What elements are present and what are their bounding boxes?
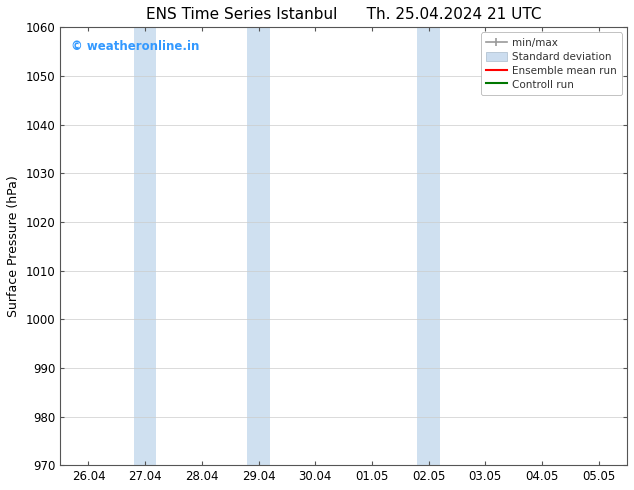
- Y-axis label: Surface Pressure (hPa): Surface Pressure (hPa): [7, 175, 20, 317]
- Title: ENS Time Series Istanbul      Th. 25.04.2024 21 UTC: ENS Time Series Istanbul Th. 25.04.2024 …: [146, 7, 541, 22]
- Bar: [134, 27, 157, 465]
- Text: © weatheronline.in: © weatheronline.in: [72, 40, 200, 53]
- Bar: [627, 27, 634, 465]
- Legend: min/max, Standard deviation, Ensemble mean run, Controll run: min/max, Standard deviation, Ensemble me…: [481, 32, 622, 95]
- Bar: [247, 27, 270, 465]
- Bar: [417, 27, 440, 465]
